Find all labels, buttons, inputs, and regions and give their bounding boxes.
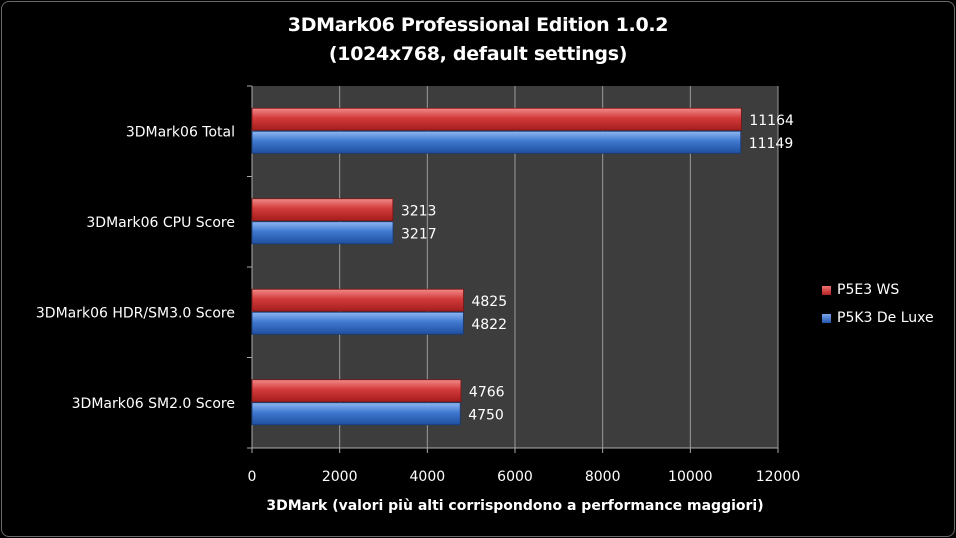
- bar-p5k3-deluxe: [251, 130, 742, 154]
- category-label: 3DMark06 CPU Score: [86, 215, 235, 231]
- category-label: 3DMark06 SM2.0 Score: [72, 396, 235, 412]
- bar-p5e3-ws: [251, 107, 742, 131]
- x-tick-label: 2000: [322, 469, 358, 485]
- legend-item-series-2: P5K3 De Luxe: [822, 308, 934, 328]
- chart-title: 3DMark06 Professional Edition 1.0.2: [287, 14, 669, 36]
- data-label: 3213: [401, 203, 437, 219]
- x-tick-label: 4000: [410, 469, 446, 485]
- x-tick-label: 0: [248, 469, 257, 485]
- legend-label-series-1: P5E3 WS: [837, 282, 900, 298]
- data-label: 11164: [749, 113, 794, 129]
- legend-swatch-series-2: [822, 313, 831, 323]
- legend-swatch-series-1: [822, 285, 831, 295]
- bar-p5k3-deluxe: [251, 221, 394, 245]
- bar-p5k3-deluxe: [251, 402, 461, 426]
- x-axis-label: 3DMark (valori più alti corrispondono a …: [266, 498, 764, 514]
- data-label: 11149: [749, 136, 794, 152]
- bar-p5e3-ws: [251, 288, 464, 312]
- legend-item-series-1: P5E3 WS: [822, 280, 899, 300]
- data-label: 4750: [468, 407, 504, 423]
- chart-subtitle: (1024x768, default settings): [328, 43, 628, 65]
- x-tick-label: 10000: [668, 469, 713, 485]
- legend: P5E3 WS P5K3 De Luxe: [816, 274, 948, 336]
- bar-p5e3-ws: [251, 379, 462, 403]
- category-label: 3DMark06 HDR/SM3.0 Score: [36, 305, 235, 321]
- data-label: 4766: [469, 384, 505, 400]
- x-tick-label: 6000: [497, 469, 533, 485]
- data-label: 4822: [471, 317, 507, 333]
- data-label: 3217: [401, 226, 437, 242]
- x-tick-label: 12000: [756, 469, 801, 485]
- category-label: 3DMark06 Total: [126, 124, 235, 140]
- bar-p5e3-ws: [251, 198, 394, 222]
- legend-label-series-2: P5K3 De Luxe: [837, 310, 934, 326]
- data-label: 4825: [471, 294, 507, 310]
- bar-p5k3-deluxe: [251, 311, 464, 335]
- x-tick-label: 8000: [585, 469, 621, 485]
